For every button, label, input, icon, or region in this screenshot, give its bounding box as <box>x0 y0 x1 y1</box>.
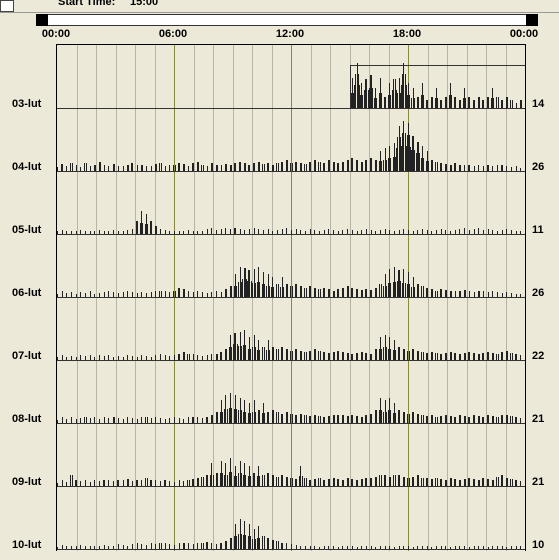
row-label: 08-lut <box>12 413 41 425</box>
activity-row <box>57 487 525 550</box>
activity-row <box>57 46 525 109</box>
row-label: 07-lut <box>12 350 41 362</box>
row-value: 26 <box>532 161 544 173</box>
timeline-track[interactable] <box>36 14 538 26</box>
row-baseline <box>57 549 525 550</box>
timeline-end-handle[interactable] <box>526 14 538 26</box>
row-spikes <box>57 424 525 486</box>
row-spikes <box>57 361 525 423</box>
row-label: 03-lut <box>12 98 41 110</box>
row-value: 26 <box>532 287 544 299</box>
row-value: 21 <box>532 476 544 488</box>
row-value: 11 <box>532 224 544 236</box>
axis-tick: 06:00 <box>159 28 187 40</box>
axis-tick: 00:00 <box>510 28 538 40</box>
activity-plot[interactable] <box>56 44 526 551</box>
row-spikes <box>57 172 525 234</box>
row-value: 21 <box>532 413 544 425</box>
row-label: 04-lut <box>12 161 41 173</box>
axis-tick: 12:00 <box>276 28 304 40</box>
timeline-start-handle[interactable] <box>36 14 48 26</box>
start-time-value: 15:00 <box>130 0 158 8</box>
activity-row <box>57 424 525 487</box>
row-value: 10 <box>532 539 544 551</box>
axis-tick: 00:00 <box>42 28 70 40</box>
row-spikes <box>57 109 525 171</box>
window-icon[interactable] <box>0 0 14 12</box>
activity-row <box>57 235 525 298</box>
row-spikes <box>57 235 525 297</box>
row-spikes <box>57 487 525 549</box>
activity-row <box>57 361 525 424</box>
row-label: 06-lut <box>12 287 41 299</box>
start-time-label: Start Time: <box>58 0 115 8</box>
row-value: 22 <box>532 350 544 362</box>
header-bar: Start Time: 15:00 <box>0 0 559 13</box>
left-margin <box>0 44 7 560</box>
row-label: 09-lut <box>12 476 41 488</box>
row-spikes <box>57 46 525 108</box>
time-axis: 00:00 06:00 12:00 18:00 00:00 <box>0 26 559 44</box>
activity-row <box>57 109 525 172</box>
row-value: 14 <box>532 98 544 110</box>
row-label: 05-lut <box>12 224 41 236</box>
activity-row <box>57 298 525 361</box>
activity-row <box>57 172 525 235</box>
row-spikes <box>57 298 525 360</box>
row-label: 10-lut <box>12 539 41 551</box>
axis-tick: 18:00 <box>393 28 421 40</box>
